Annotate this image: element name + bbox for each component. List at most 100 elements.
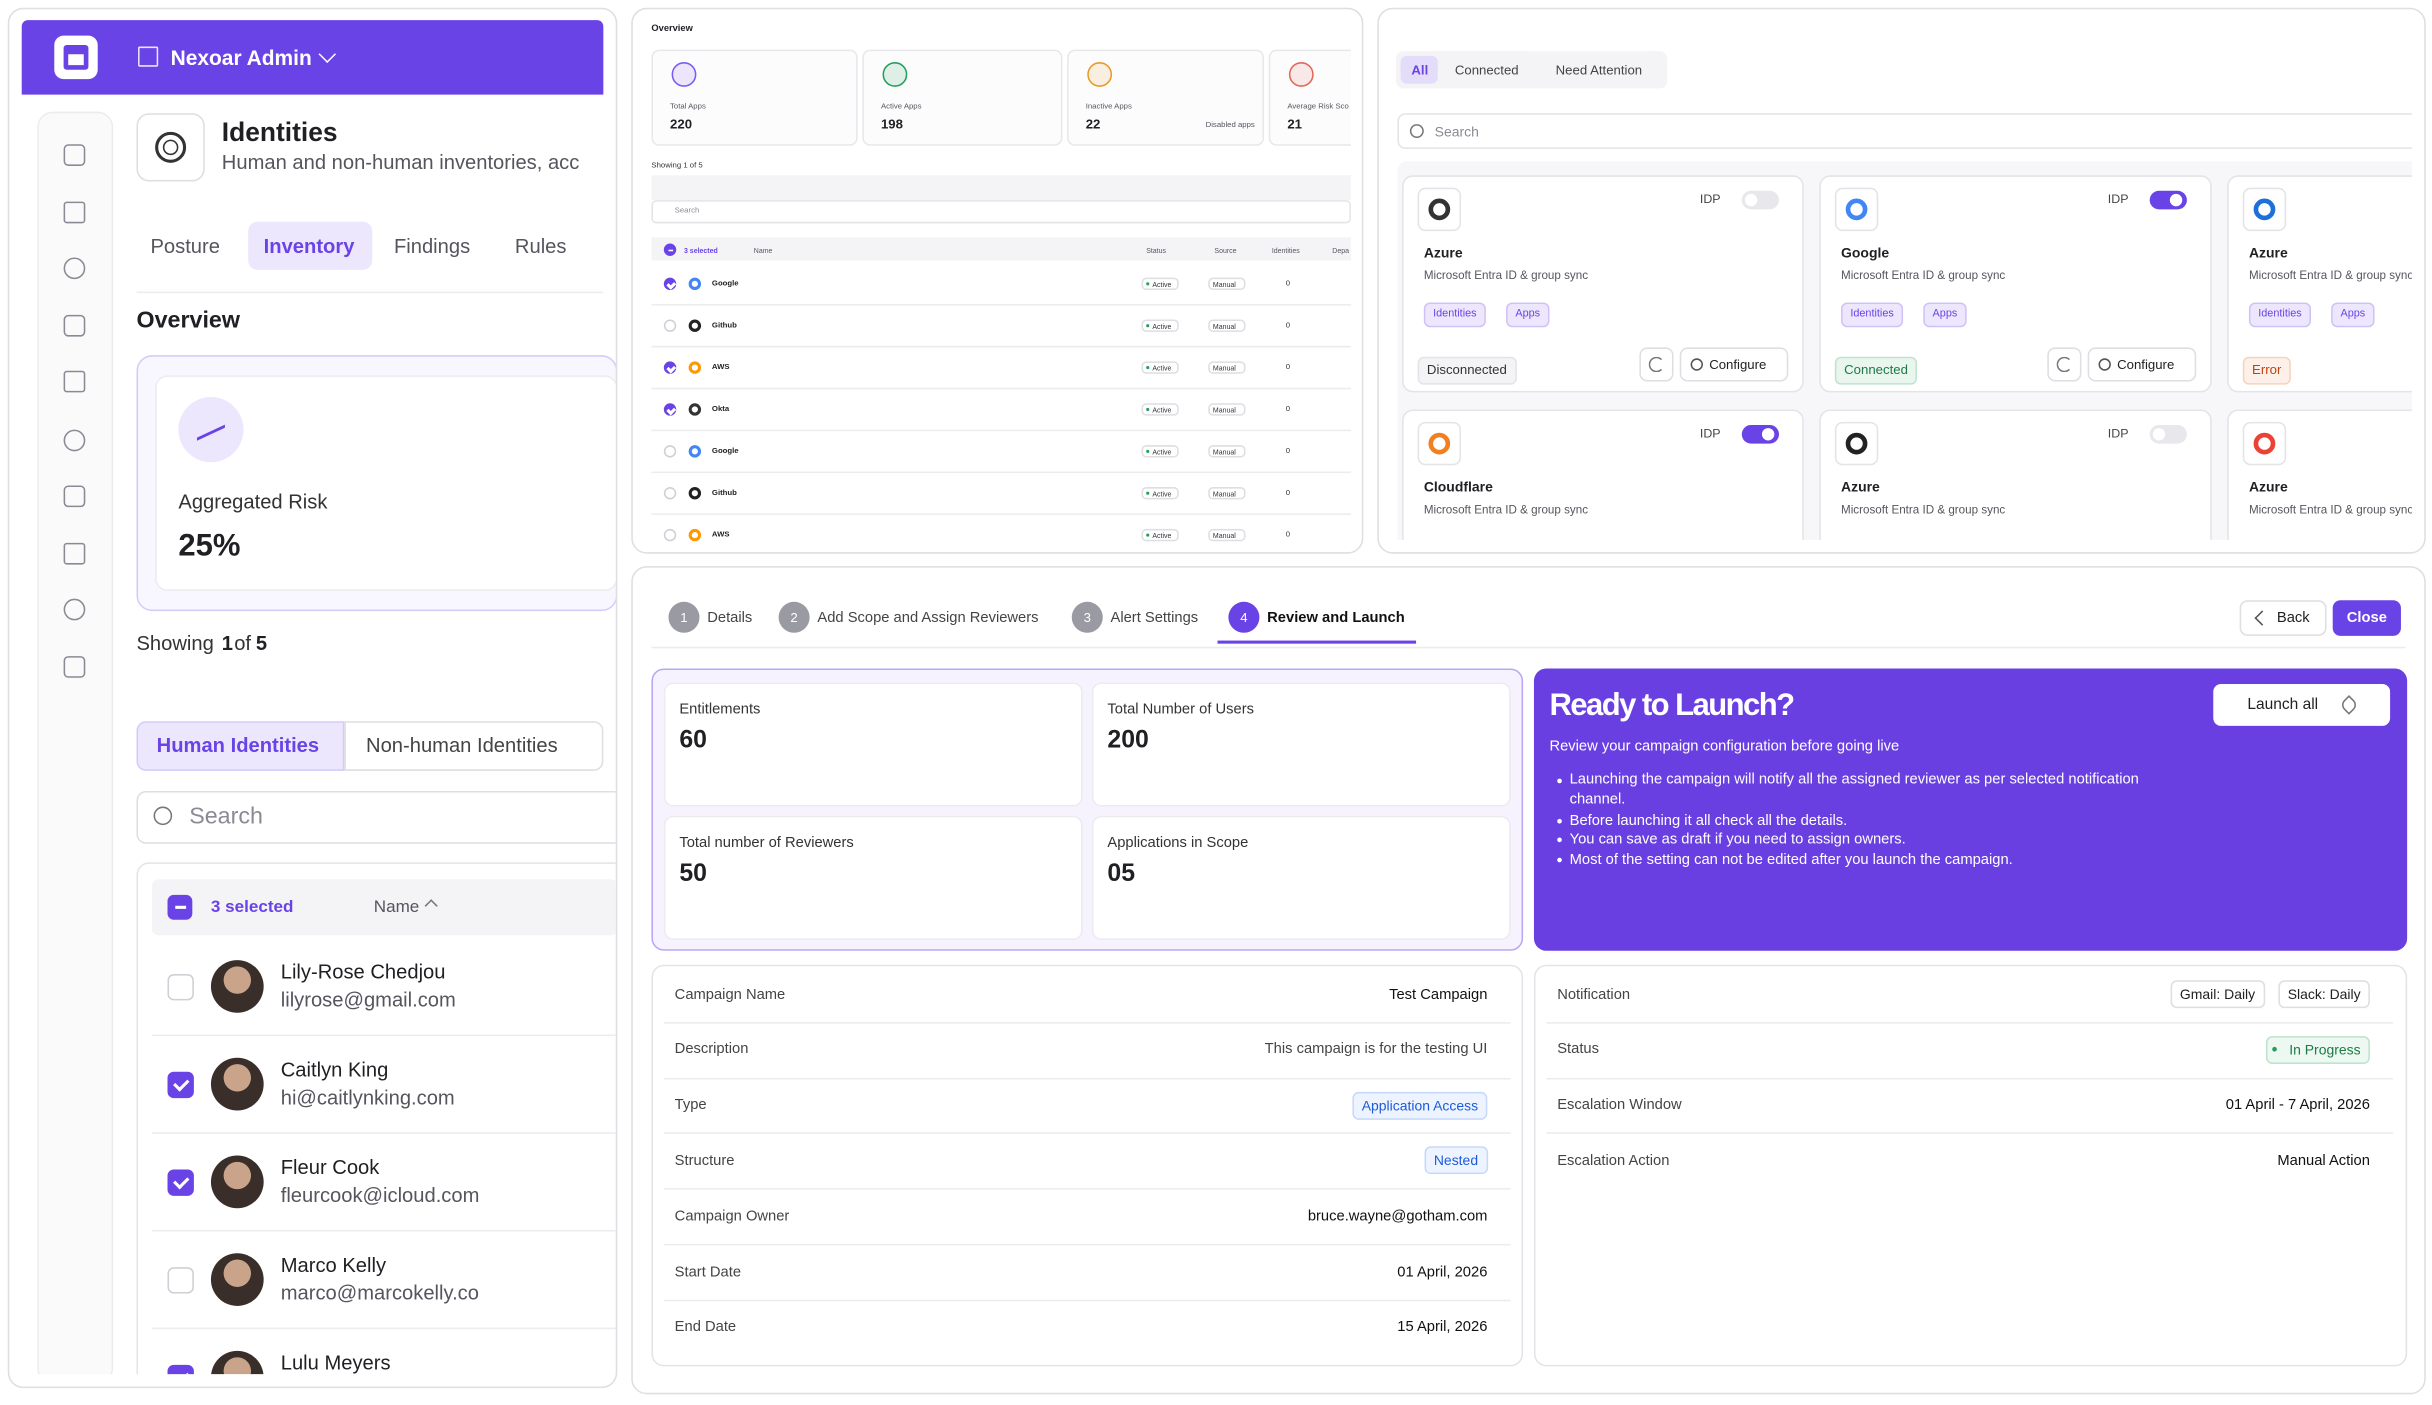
checkbox[interactable] (167, 1267, 194, 1294)
status-pill (1141, 277, 1179, 291)
checkbox[interactable] (167, 1364, 194, 1375)
tab[interactable]: Findings (393, 234, 471, 258)
step-label[interactable]: Alert Settings (1110, 608, 1199, 626)
selected-count: 3 selected (210, 898, 294, 917)
app-identities: 0 (1285, 488, 1291, 498)
nav-icon[interactable] (63, 542, 86, 565)
tab[interactable]: Rules (514, 234, 567, 258)
refresh-button[interactable] (1639, 347, 1674, 382)
configure-button[interactable] (2087, 347, 2197, 382)
stat-icon (882, 62, 908, 87)
checkbox[interactable] (167, 1071, 194, 1099)
checkbox[interactable] (663, 403, 677, 416)
step-label[interactable]: Details (707, 608, 753, 626)
search-icon (153, 806, 173, 826)
connector-name: Cloudflare (1423, 479, 1493, 495)
showing-text: 5 (255, 631, 268, 655)
nav-icon[interactable] (63, 598, 86, 621)
checkbox[interactable] (663, 528, 677, 542)
filter-tab[interactable]: All (1411, 61, 1429, 77)
nav-icon[interactable] (63, 314, 86, 337)
connector-description: Microsoft Entra ID & group sync (1423, 501, 1589, 516)
stat-value: 200 (1107, 727, 1149, 754)
configure-button[interactable] (1679, 347, 1789, 382)
step-circle[interactable] (1228, 601, 1260, 633)
checkbox[interactable] (167, 894, 193, 920)
close-button[interactable] (2332, 600, 2401, 636)
column-header[interactable]: Name (373, 898, 420, 917)
search-placeholder: Search (674, 206, 700, 216)
nav-icon[interactable] (63, 485, 86, 508)
fingerprint-inner (162, 139, 179, 156)
stat-label: Inactive Apps (1085, 102, 1132, 112)
checkbox[interactable] (663, 361, 677, 374)
identity-email: lilyrose@gmail.com (280, 987, 456, 1012)
status-pill: In Progress (2265, 1035, 2370, 1064)
checkbox[interactable] (663, 243, 677, 256)
status-dot (1146, 324, 1150, 328)
nav-icon[interactable] (63, 370, 86, 393)
table-header (151, 879, 616, 936)
nav-icon[interactable] (63, 201, 86, 224)
checkbox[interactable] (663, 319, 677, 332)
app-status: Active (1152, 279, 1172, 288)
row-divider (663, 1021, 1511, 1024)
nav-icon[interactable] (63, 429, 86, 452)
app-status: Active (1152, 321, 1172, 330)
refresh-icon (2056, 356, 2073, 373)
notification-pill: Slack: Daily (2278, 980, 2370, 1009)
stat-value: 60 (679, 727, 707, 754)
row-divider (663, 1077, 1511, 1079)
search-box[interactable] (1397, 113, 2412, 149)
risk-value: 25% (178, 528, 241, 564)
nav-icon[interactable] (63, 656, 86, 678)
refresh-button[interactable] (2047, 347, 2082, 382)
launch-button[interactable] (2213, 683, 2391, 726)
nav-icon[interactable] (63, 144, 86, 166)
stat-value: 50 (679, 860, 707, 888)
checkbox[interactable] (167, 1169, 194, 1196)
app-name: Google (711, 279, 739, 289)
gear-icon (2098, 358, 2111, 371)
identity-tab-active (136, 721, 345, 771)
connector-name: Azure (2248, 245, 2288, 261)
back-button[interactable] (2239, 600, 2327, 636)
step-circle[interactable] (778, 601, 810, 633)
row-divider (663, 1299, 1511, 1301)
identity-tab-label[interactable]: Human Identities (156, 733, 320, 757)
stat-label: Total Apps (670, 102, 706, 112)
checkbox[interactable] (663, 445, 677, 458)
tag: Apps (1506, 302, 1550, 328)
tab[interactable]: Posture (150, 234, 220, 258)
stat-value: 21 (1287, 115, 1303, 132)
checkbox[interactable] (663, 277, 677, 291)
step-circle[interactable] (1071, 601, 1103, 633)
status-dot (1146, 533, 1150, 537)
row-divider (663, 1132, 1511, 1135)
filter-tab[interactable]: Connected (1454, 61, 1519, 77)
connector-status: Error (2242, 356, 2291, 384)
filter-tab[interactable]: Need Attention (1555, 61, 1643, 77)
search-box[interactable] (136, 791, 616, 844)
row-divider (651, 555, 1351, 557)
identity-tab (344, 721, 604, 771)
status-dot (2272, 1047, 2277, 1053)
connector-card (1402, 175, 1804, 393)
step-circle[interactable] (668, 601, 700, 633)
app-logo (688, 487, 702, 500)
tab[interactable]: Inventory (263, 234, 355, 258)
search-box[interactable] (651, 200, 1351, 224)
app-identities: 0 (1285, 404, 1291, 415)
nav-icon[interactable] (63, 257, 86, 280)
source-pill (1208, 445, 1246, 458)
step-number: 1 (680, 608, 688, 625)
tag: Identities (1841, 302, 1904, 328)
step-label[interactable]: Review and Launch (1267, 608, 1405, 626)
stat-label: Total number of Reviewers (679, 833, 854, 851)
checkbox[interactable] (167, 974, 194, 1001)
identity-tab-label[interactable]: Non-human Identities (366, 733, 558, 757)
column-header: 3 selected (683, 245, 718, 254)
step-label[interactable]: Add Scope and Assign Reviewers (817, 608, 1039, 626)
checkbox[interactable] (663, 487, 677, 500)
